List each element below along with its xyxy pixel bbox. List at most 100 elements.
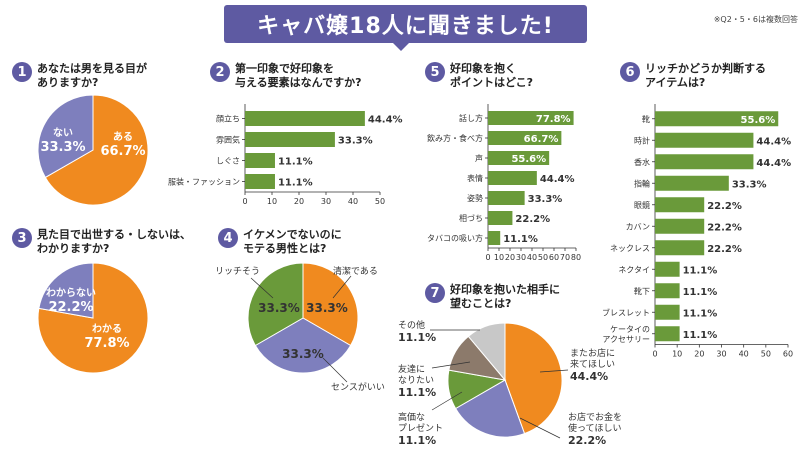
value-label: 22.2% [707,244,742,255]
slice-value: 11.1% [398,331,436,344]
slice-value: 33.3% [40,140,85,155]
category-label: 声 [475,153,483,163]
x-tick-label: 0 [485,253,490,262]
category-label: ブレスレット [602,307,650,317]
slice-label: リッチそう [215,266,260,277]
value-label: 44.4% [540,174,575,185]
category-label: ネクタイ [618,265,650,274]
x-tick-label: 30 [321,197,331,206]
x-tick-label: 10 [672,350,682,359]
bar [655,154,754,170]
x-tick-label: 10 [267,197,277,206]
slice-label: わかる [92,323,122,335]
question-text: 好印象を抱いた相手に 望むことは? [450,283,560,310]
question-5: 5 好印象を抱く ポイントはどこ? [425,62,533,90]
x-tick-label: 40 [527,253,537,262]
slice-value: 44.4% [570,370,608,383]
category-label: しぐさ [216,157,240,166]
question-number: 6 [620,62,640,82]
bar [488,191,525,205]
x-tick-label: 60 [549,253,559,262]
bar-chart-q5: 0 10 20 30 40 50 60 70 80 話し方 77.8% 飲み方・食べ方 66.7% 声 55… [427,104,581,262]
value-label: 11.1% [683,265,718,276]
category-label: 香水 [634,157,650,167]
slice-label: 来てほしい [570,359,615,370]
question-7: 7 好印象を抱いた相手に 望むことは? [425,283,560,311]
leader-line [431,391,463,411]
slice-label: 友達に [398,363,425,375]
question-text: 好印象を抱く ポイントはどこ? [450,62,534,89]
question-number: 2 [210,62,230,82]
pie-slice [44,94,149,206]
slice-label: プレゼント [398,422,443,434]
x-tick-label: 20 [505,253,515,262]
bar [655,326,680,342]
category-label: カバン [626,222,650,231]
slice-label: ある [113,130,133,143]
x-tick-label: 60 [783,350,793,359]
x-tick-label: 70 [560,253,570,262]
category-label: 眼鏡 [634,200,650,210]
leader-line [250,277,274,299]
x-tick-label: 0 [242,197,247,206]
pie-slice [467,322,506,382]
category-label: 飲み方・食べ方 [427,133,483,143]
value-label: 44.4% [368,115,403,126]
value-label: 11.1% [278,178,313,189]
value-label: 44.4% [756,158,791,169]
slice-label: その他 [398,319,425,331]
question-number: 7 [425,283,445,303]
slice-label: センスがいい [331,381,385,393]
question-text: リッチかどうか判断する アイテムは? [645,62,766,89]
question-number: 3 [12,228,32,248]
value-label: 55.6% [511,154,546,165]
question-text: あなたは男を見る目が ありますか? [37,62,147,89]
slice-label: 高価な [398,411,425,423]
bar [245,111,365,126]
x-tick-label: 30 [716,350,726,359]
question-6: 6 リッチかどうか判断する アイテムは? [620,62,766,90]
category-label: 表情 [467,173,483,183]
leader-line [539,369,569,373]
value-label: 11.1% [278,157,313,168]
category-label: アクセサリー [602,335,650,344]
bar [488,151,550,165]
slice-label: わからない [46,287,96,299]
bar [655,240,705,256]
category-label: 姿勢 [467,193,483,203]
category-label: ケータイの [610,325,650,334]
x-tick-label: 80 [571,253,581,262]
category-label: 指輪 [634,178,650,188]
question-text: イケメンでないのに モテる男性とは? [243,228,342,255]
value-label: 11.1% [503,234,538,245]
value-label: 55.6% [741,115,776,126]
value-label: 33.3% [732,179,767,190]
x-tick-label: 10 [494,253,504,262]
pie-slice [254,317,352,374]
pie-slice [504,322,563,435]
leader-line [431,361,471,369]
value-label: 22.2% [707,222,742,233]
category-label: 雰囲気 [216,135,240,145]
bar [655,132,754,148]
slice-label: またお店に [570,347,615,359]
bar [655,304,680,320]
value-label: 11.1% [683,308,718,319]
bar [655,261,680,277]
category-label: 相づち [459,213,483,223]
slice-value: 33.3% [306,301,348,315]
slice-label: ない [53,127,73,139]
pie-slice [454,379,526,438]
value-label: 11.1% [683,330,718,341]
question-text: 第一印象で好印象を 与える要素はなんですか? [235,62,362,89]
slice-value: 33.3% [282,347,324,361]
bar [245,153,275,168]
category-label: 時計 [634,135,650,145]
slice-value: 11.1% [398,434,436,447]
question-number: 5 [425,62,445,82]
x-tick-label: 40 [739,350,749,359]
x-tick-label: 0 [652,350,657,359]
